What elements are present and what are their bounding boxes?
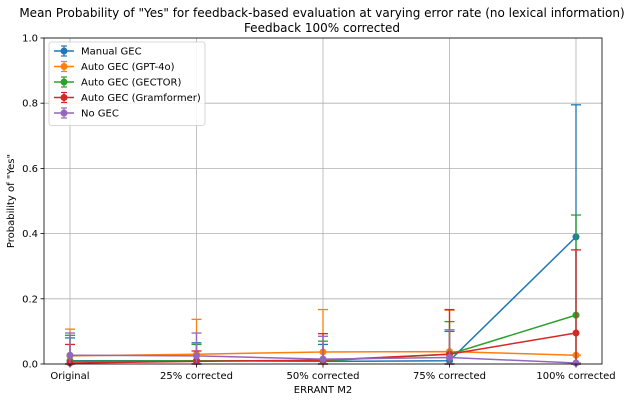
y-tick-label: 0.0: [22, 360, 38, 371]
legend-swatch-marker: [60, 109, 68, 117]
legend-label: Auto GEC (GECTOR): [81, 78, 182, 89]
legend-entry: Auto GEC (GPT-4o): [54, 60, 175, 73]
y-tick-label: 0.2: [22, 294, 38, 305]
data-point: [66, 351, 74, 359]
ticks: 0.0 0.2 0.4 0.6 0.8 1.0 Original 25% corrected 5…: [22, 34, 616, 383]
x-tick-label: Original: [50, 371, 89, 382]
data-point: [193, 352, 200, 360]
x-tick-label: 50% corrected: [287, 371, 360, 382]
data-point: [446, 353, 453, 361]
legend-label: Auto GEC (Gramformer): [81, 93, 201, 104]
y-tick-label: 0.8: [22, 99, 38, 110]
x-tick-label: 100% corrected: [536, 371, 615, 382]
chart-title: Mean Probability of "Yes" for feedback-b…: [19, 6, 624, 20]
data-point: [572, 359, 580, 367]
legend-entry: Auto GEC (GECTOR): [54, 76, 182, 89]
y-tick-label: 0.4: [22, 229, 38, 240]
legend-box: [48, 41, 206, 126]
chart-subtitle: Feedback 100% corrected: [244, 21, 400, 35]
x-axis-label: ERRANT M2: [294, 385, 352, 396]
y-axis-label: Probability of "Yes": [6, 154, 17, 248]
legend-label: Manual GEC: [81, 47, 142, 58]
y-tick-label: 1.0: [22, 34, 38, 45]
data-point: [319, 355, 327, 363]
legend-swatch-marker: [60, 63, 68, 70]
legend-entry: No GEC: [54, 107, 119, 120]
data-point: [572, 329, 580, 337]
x-tick-label: 25% corrected: [160, 371, 233, 382]
y-tick-label: 0.6: [22, 164, 38, 175]
legend-label: Auto GEC (GPT-4o): [81, 62, 175, 73]
legend-entry: Auto GEC (Gramformer): [54, 91, 201, 104]
legend-entry: Manual GEC: [54, 45, 142, 58]
legend-swatch-marker: [60, 94, 68, 101]
x-tick-label: 75% corrected: [413, 371, 486, 382]
legend-label: No GEC: [81, 109, 119, 120]
legend: Manual GEC Auto GEC (GPT-4o) Auto GEC (GEC…: [48, 41, 206, 126]
legend-swatch-marker: [60, 78, 68, 86]
legend-swatch-marker: [60, 47, 68, 55]
